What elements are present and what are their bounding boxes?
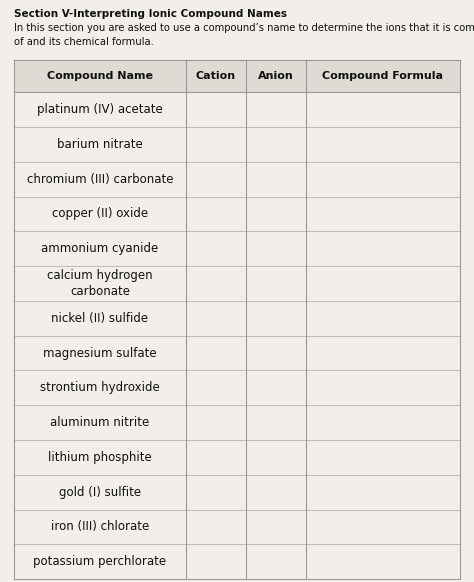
- Text: aluminum nitrite: aluminum nitrite: [50, 416, 150, 429]
- Bar: [14, 509, 460, 544]
- Bar: [14, 231, 460, 266]
- Text: lithium phosphite: lithium phosphite: [48, 451, 152, 464]
- Text: calcium hydrogen
carbonate: calcium hydrogen carbonate: [47, 269, 153, 298]
- Bar: [14, 127, 460, 162]
- Text: Section V-Interpreting Ionic Compound Names: Section V-Interpreting Ionic Compound Na…: [14, 9, 287, 19]
- Bar: [14, 301, 460, 336]
- Bar: [14, 60, 460, 92]
- Text: Compound Name: Compound Name: [47, 71, 153, 81]
- Text: chromium (III) carbonate: chromium (III) carbonate: [27, 173, 173, 186]
- Text: ammonium cyanide: ammonium cyanide: [41, 242, 159, 255]
- Bar: [14, 162, 460, 197]
- Text: copper (II) oxide: copper (II) oxide: [52, 207, 148, 221]
- Bar: [14, 475, 460, 509]
- Text: nickel (II) sulfide: nickel (II) sulfide: [51, 312, 148, 325]
- Bar: [14, 440, 460, 475]
- Bar: [14, 92, 460, 127]
- Text: strontium hydroxide: strontium hydroxide: [40, 381, 160, 394]
- Bar: [14, 405, 460, 440]
- Text: barium nitrate: barium nitrate: [57, 138, 143, 151]
- Text: In this section you are asked to use a compound’s name to determine the ions tha: In this section you are asked to use a c…: [14, 23, 474, 47]
- Bar: [14, 197, 460, 231]
- Text: gold (I) sulfite: gold (I) sulfite: [59, 485, 141, 499]
- Text: platinum (IV) acetate: platinum (IV) acetate: [37, 103, 163, 116]
- Bar: [14, 336, 460, 370]
- Bar: [14, 370, 460, 405]
- Text: potassium perchlorate: potassium perchlorate: [34, 555, 166, 568]
- Text: Cation: Cation: [196, 71, 236, 81]
- Bar: [14, 266, 460, 301]
- Text: Anion: Anion: [258, 71, 294, 81]
- Text: magnesium sulfate: magnesium sulfate: [43, 346, 157, 360]
- Text: iron (III) chlorate: iron (III) chlorate: [51, 520, 149, 534]
- Bar: [14, 544, 460, 579]
- Text: Compound Formula: Compound Formula: [322, 71, 443, 81]
